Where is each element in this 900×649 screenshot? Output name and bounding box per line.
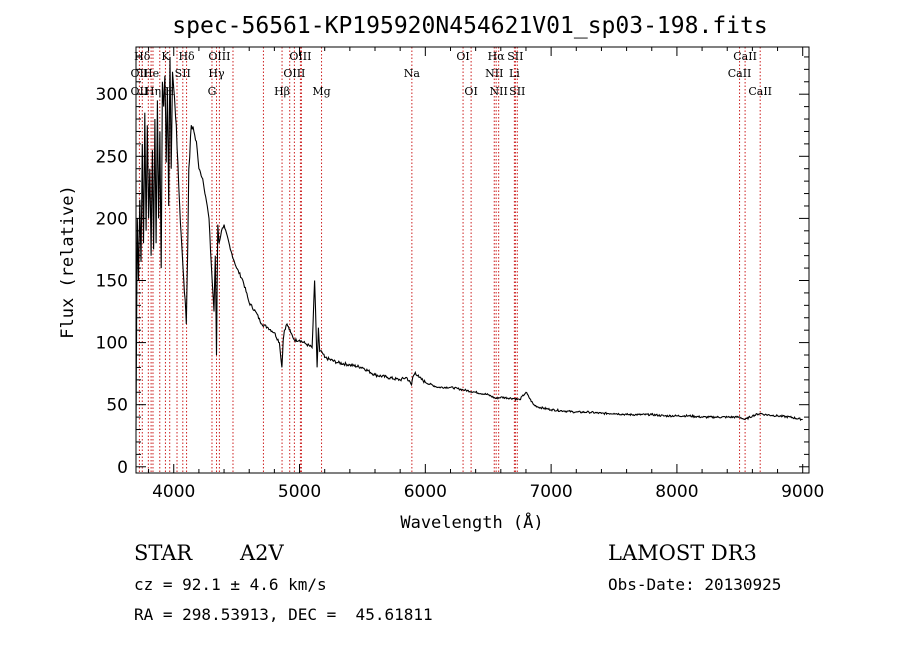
x-tick-label: 5000 [278,482,321,502]
plot-frame [135,46,810,474]
y-tick-label: 200 [96,209,128,229]
line-label: K [161,50,170,63]
x-tick-label: 7000 [529,482,572,502]
redshift-cz: cz = 92.1 ± 4.6 km/s [134,575,327,594]
line-label: SII [507,50,523,63]
line-label: OIII [283,67,305,80]
line-label: G [208,85,217,98]
line-label: OI [464,85,477,98]
x-tick-label: 8000 [655,482,698,502]
line-label: OI [456,50,469,63]
line-label: Li [509,67,520,80]
line-label: Hδ [134,50,151,63]
line-label: He [143,67,159,80]
observation-date: Obs-Date: 20130925 [608,575,782,594]
y-tick-label: 300 [96,85,128,105]
x-axis-label: Wavelength (Å) [400,511,543,533]
line-label: NII [490,85,508,98]
x-tick-label: 6000 [404,482,447,502]
line-label: OII [131,67,149,80]
line-label: Hη [145,85,161,98]
x-tick-label: 4000 [152,482,195,502]
y-tick-label: 150 [96,271,128,291]
survey-name: LAMOST DR3 [608,541,757,565]
x-tick-label: 9000 [781,482,824,502]
y-axis-label: Flux (relative) [58,185,78,339]
emission-line-markers [138,47,761,473]
line-label: Hα [488,50,506,63]
line-label: OIII [208,50,230,63]
y-tick-label: 250 [96,147,128,167]
y-tick-label: 0 [117,458,128,478]
line-label: CaII [748,85,772,98]
line-label: NII [485,67,503,80]
object-type: STAR [134,541,193,565]
line-label: Hγ [208,67,225,80]
chart-title: spec-56561-KP195920N454621V01_sp03-198.f… [172,13,767,39]
line-label: Hβ [274,85,290,98]
line-label: CaII [728,67,752,80]
coordinates: RA = 298.53913, DEC = 45.61811 [134,605,433,624]
y-tick-label: 50 [106,396,128,416]
line-label: OII [131,85,149,98]
axis-ticks: 4000 5000 6000 7000 8000 9000 0 50 100 150 200 250 3… [96,47,824,502]
line-label: CaII [733,50,757,63]
subclass: A2V [240,541,284,565]
line-label: OIII [289,50,311,63]
line-label: SII [509,85,525,98]
y-tick-label: 100 [96,334,128,354]
line-label: SII [175,67,191,80]
line-label: Mg [312,85,330,98]
line-label: Na [404,67,421,80]
flux-line [135,56,803,430]
line-label: Hδ [178,50,195,63]
flux-series [135,56,803,430]
